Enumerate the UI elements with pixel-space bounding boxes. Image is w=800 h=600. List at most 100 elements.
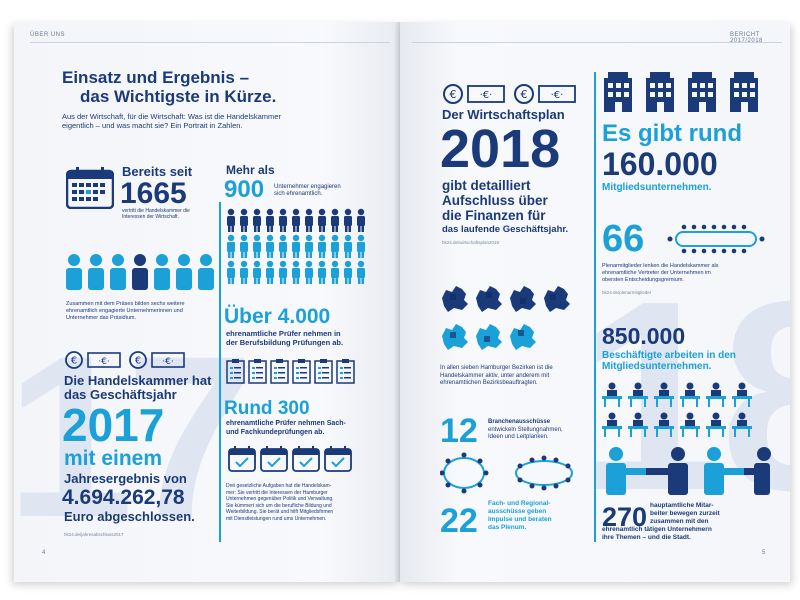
calendar-check-icon: [228, 445, 352, 472]
euro-note-icon: € ·€· € ·€·: [65, 351, 185, 369]
plan-source: hk24.de/wirtschaftsplan2018: [442, 240, 500, 245]
regional-text-line1: Fach- und Regional-: [488, 500, 551, 507]
intro-line1: Aus der Wirtschaft, für die Wirtschaft: …: [62, 112, 281, 121]
tasks-text-line4: Sie kümmert sich um die berufliche Bildu…: [226, 502, 332, 509]
employees-text-line2: Mitgliedsunternehmen.: [602, 361, 712, 372]
examiners-text-line2: der Berufsbildung Prüfungen ab.: [226, 338, 344, 347]
since-text-line2: Interessen der Wirtschaft.: [122, 214, 179, 220]
header-rule-left: [30, 42, 390, 43]
svg-text:·€·: ·€·: [98, 357, 109, 367]
since-text-line1: vertritt die Handelskammer die: [122, 208, 190, 214]
tasks-text-line5: Weiterbildung. Sie berät und hilft Mitgl…: [226, 509, 334, 515]
svg-text:€: €: [71, 356, 77, 367]
map-icon: [442, 286, 570, 350]
plan-year: 2018: [440, 119, 561, 179]
result-source: hk24.de/jahresabschluss2017: [64, 532, 124, 537]
regional-text-line4: das Plenum.: [488, 524, 527, 531]
plenum-text-line1: Plenarmitglieder lenken die Handelskamme…: [602, 263, 719, 269]
since-label: Bereits seit: [122, 164, 193, 179]
regional-number: 22: [440, 502, 478, 540]
staff-text-line2: beiter bewegen zurzeit: [650, 510, 720, 517]
background-number-left: 17: [14, 308, 254, 565]
column-divider-left: [219, 202, 221, 542]
committees-text-line2: und Fachkundeprüfungen ab.: [226, 429, 325, 436]
staff-text-line5: ihre Themen – und die Stadt.: [602, 534, 691, 541]
result-year: 2017: [62, 399, 165, 451]
committees-number: Rund 300: [224, 398, 310, 419]
plan-line1: Der Wirtschaftsplan: [442, 107, 565, 122]
volunteers-text-line2: sich ehrenamtlich.: [274, 191, 323, 197]
svg-text:€: €: [135, 356, 141, 367]
districts-text-line1: In allen sieben Hamburger Bezirken ist d…: [440, 365, 553, 371]
presidium-text-line2: ehrenamtlich engagierte Unternehmerinnen…: [66, 308, 183, 314]
examiners-text-line1: ehrenamtliche Prüfer nehmen in: [226, 329, 341, 338]
tasks-text-line2: mer: Sie vertritt die Interessen der Ham…: [226, 489, 328, 496]
left-page: 17 ÜBER UNS Einsatz und Ergebnis – das W…: [14, 22, 400, 582]
result-line4: Jahresergebnis von: [64, 471, 187, 486]
column-divider-right: [594, 72, 596, 542]
plenum-source: hk24.de/plenarmitglieder: [602, 290, 652, 295]
committees-text-line1: ehrenamtliche Prüfer nehmen Sach-: [226, 420, 346, 427]
page-header-left: ÜBER UNS: [30, 32, 66, 38]
branch-text-line2: entwickeln Stellungnahmen,: [488, 426, 563, 433]
svg-text:·€·: ·€·: [480, 90, 493, 101]
tasks-text-line6: mit Dienstleistungen rund ums Unternehme…: [226, 515, 327, 522]
presidium-text-line1: Zusammen mit dem Präses bilden sechs wei…: [66, 301, 185, 307]
tasks-text-line3: Unternehmen gegenüber Politik und Verwal…: [226, 496, 334, 502]
people-icon: [66, 254, 214, 290]
table-icon: [602, 382, 752, 437]
members-number: 160.000: [602, 146, 718, 182]
svg-text:€: €: [521, 88, 528, 101]
branch-number: 12: [440, 412, 478, 450]
branch-text-line3: Ideen und Leitplanken.: [488, 434, 549, 440]
presidium-text-line3: Unternehmer das Präsidium.: [66, 315, 137, 321]
plenum-text-line3: obersten Entscheidungsgremium.: [602, 277, 684, 283]
svg-text:·€·: ·€·: [551, 90, 564, 101]
employees-number: 850.000: [602, 323, 686, 349]
districts-text-line3: ehrenamtlichen Bezirksbeauftragten.: [440, 380, 538, 386]
staff-number: 270: [602, 502, 648, 532]
staff-text-line3: zusammen mit den: [650, 518, 709, 525]
page-number-left: 4: [42, 550, 46, 556]
clipboard-icon: [226, 358, 355, 384]
building-icon: [604, 72, 758, 112]
plenum-text-line2: ehrenamtliche Vertreter der Unternehmen …: [602, 270, 711, 276]
right-page: 18 BERICHT 2017/2018 € ·€· € ·€· Der Wir…: [400, 22, 790, 582]
regional-text-line3: Impulse und beraten: [488, 516, 552, 523]
members-line1: Es gibt rund: [602, 120, 742, 147]
members-line2: Mitgliedsunternehmen.: [602, 182, 712, 193]
plenum-number: 66: [602, 218, 645, 260]
handshake-icon: [606, 447, 771, 495]
volunteers-text-line1: Unternehmer engagieren: [274, 184, 341, 190]
plan-line4: die Finanzen für: [442, 208, 546, 223]
since-year: 1665: [120, 177, 187, 210]
svg-text:·€·: ·€·: [162, 357, 173, 367]
svg-text:€: €: [450, 88, 457, 101]
calendar-icon: [66, 167, 114, 209]
euro-note-icon-right: € ·€· € ·€·: [443, 84, 576, 104]
staff-text-line1: hauptamtliche Mitar-: [650, 502, 714, 509]
result-line1: Die Handelskammer hat: [64, 373, 212, 388]
employees-text-line1: Beschäftigte arbeiten in den: [602, 350, 736, 361]
examiners-number: Über 4.000: [224, 305, 331, 328]
tasks-text-line1: Drei gesetzliche Aufgaben hat die Handel…: [226, 483, 332, 489]
branch-text-line1: Branchenausschüsse: [488, 419, 551, 425]
staff-text-line4: ehrenamtlich tätigen Unternehmern: [602, 526, 712, 533]
page-header-right: BERICHT 2017/2018: [730, 32, 763, 44]
volunteers-number: 900: [224, 176, 265, 203]
regional-text-line2: ausschüsse geben: [488, 508, 547, 515]
page-number-right: 5: [762, 550, 766, 556]
result-line2: das Geschäftsjahr: [64, 387, 177, 402]
intro-line2: eigentlich – und was macht sie? Ein Port…: [62, 121, 243, 130]
people-grid-icon: [227, 208, 365, 284]
plenum-table-icon: [667, 224, 765, 254]
result-amount: 4.694.262,78: [62, 486, 185, 509]
round-table-icon: [440, 452, 573, 494]
plan-line5: das laufende Geschäftsjahr.: [442, 224, 569, 235]
result-line3: mit einem: [64, 447, 163, 470]
volunteers-label: Mehr als: [226, 163, 275, 177]
plan-line2: gibt detailliert: [442, 178, 531, 193]
result-line5: Euro abgeschlossen.: [64, 509, 195, 524]
page-title-line2: das Wichtigste in Kürze.: [80, 87, 277, 106]
